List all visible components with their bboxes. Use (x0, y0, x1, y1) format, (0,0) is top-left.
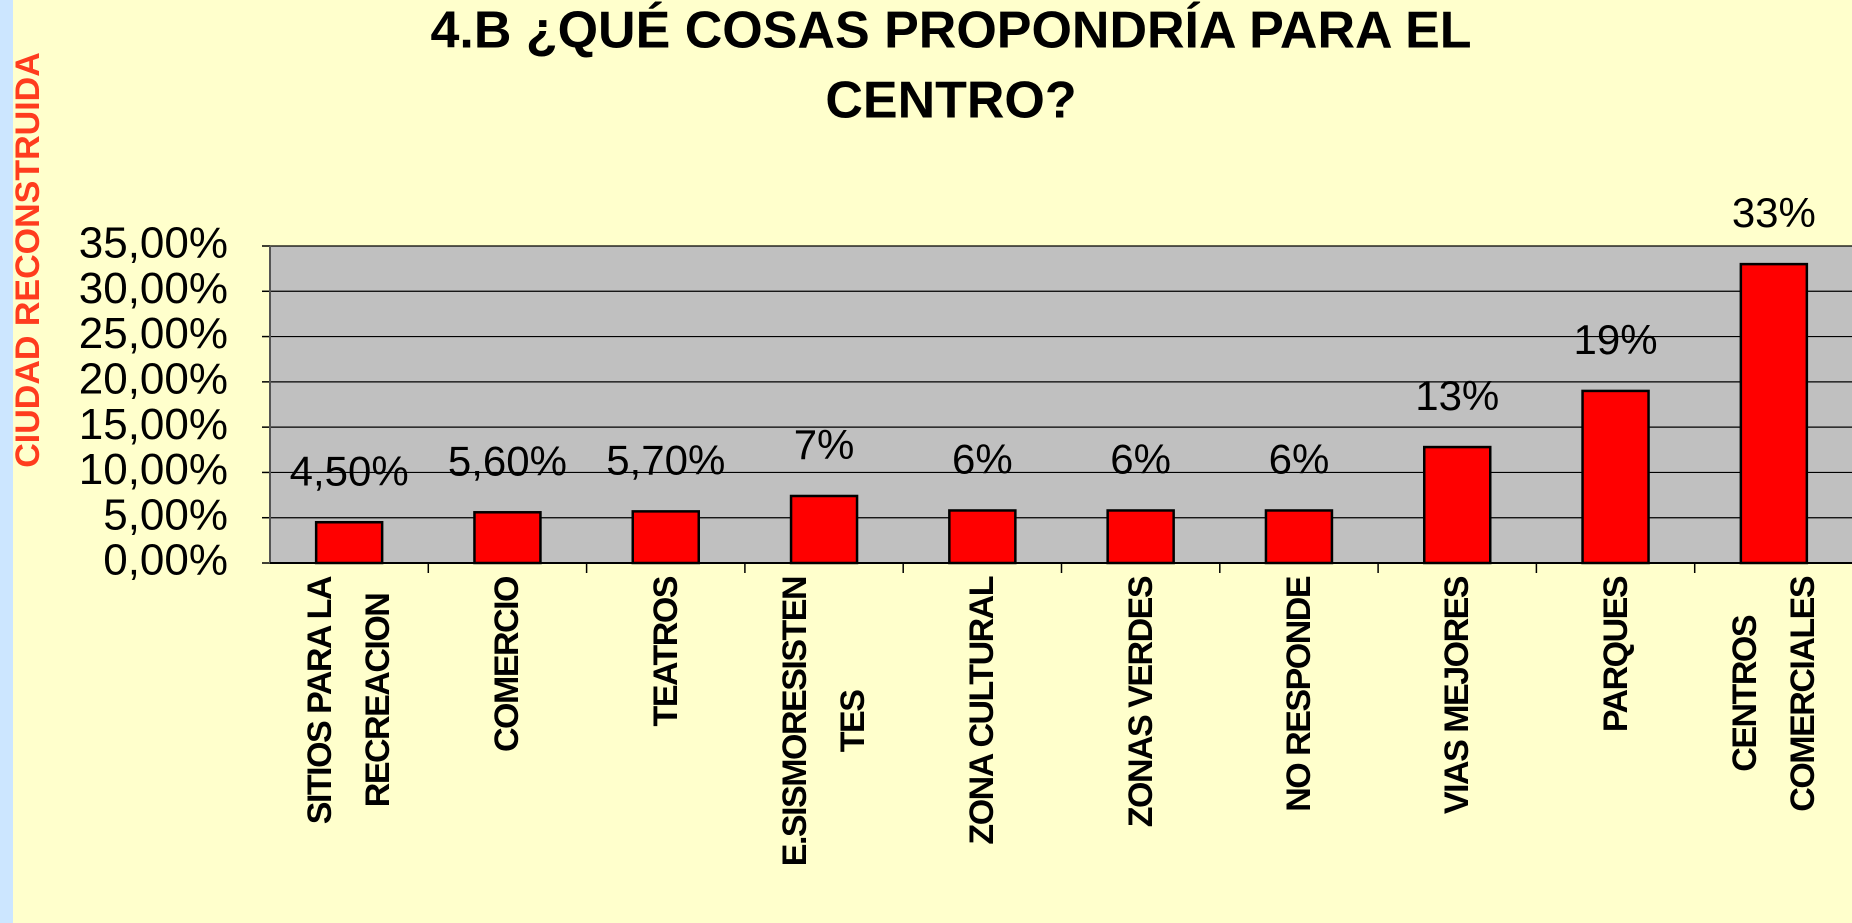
bar (1423, 445, 1492, 565)
chart-title: 4.B ¿QUÉ COSAS PROPONDRÍA PARA EL (430, 2, 1471, 60)
value-label: 6% (952, 436, 1013, 483)
x-tick-label: SITIOS PARA LA RECREACION (301, 577, 398, 825)
y-tick-label: 10,00% (79, 445, 228, 494)
y-tick-label: 0,00% (103, 536, 228, 585)
bar (1581, 389, 1650, 565)
value-label: 4,50% (290, 447, 409, 494)
value-label: 33% (1732, 189, 1816, 236)
value-label: 19% (1574, 316, 1658, 363)
y-tick-label: 5,00% (103, 490, 228, 539)
bar (948, 509, 1017, 565)
x-tick-label: COMERCIO (488, 577, 527, 752)
bar (631, 510, 700, 565)
bar (1264, 509, 1334, 565)
value-label: 13% (1415, 372, 1499, 419)
chart-title: CENTRO? (825, 72, 1076, 130)
y-tick-label: 15,00% (79, 400, 228, 449)
bar (789, 494, 859, 565)
side-strip (0, 0, 13, 923)
bar (1106, 509, 1175, 565)
value-label: 6% (1110, 436, 1171, 483)
bar (1739, 262, 1809, 565)
x-tick-label: ZONA CULTURAL (963, 577, 1002, 845)
y-tick-label: 30,00% (79, 264, 228, 313)
value-label: 5,70% (606, 436, 725, 483)
x-tick-label: CENTROS COMERCIALES (1725, 577, 1822, 812)
x-tick-label: E.SISMORESISTEN TES (776, 577, 873, 867)
value-label: 5,60% (448, 437, 567, 484)
y-tick-label: 25,00% (79, 309, 228, 358)
value-label: 6% (1269, 436, 1330, 483)
x-tick-label: TEATROS (646, 577, 685, 727)
x-tick-label: VIAS MEJORES (1438, 577, 1477, 815)
side-label: CIUDAD RECONSTRUIDA (9, 52, 47, 468)
value-label: 7% (794, 421, 855, 468)
bar (473, 511, 542, 565)
y-tick-label: 20,00% (79, 354, 228, 403)
x-tick-label: PARQUES (1596, 577, 1635, 733)
y-tick-label: 35,00% (79, 219, 228, 268)
x-tick-label: ZONAS VERDES (1121, 577, 1160, 828)
bar (314, 520, 384, 565)
x-tick-label: NO RESPONDE (1279, 577, 1318, 812)
